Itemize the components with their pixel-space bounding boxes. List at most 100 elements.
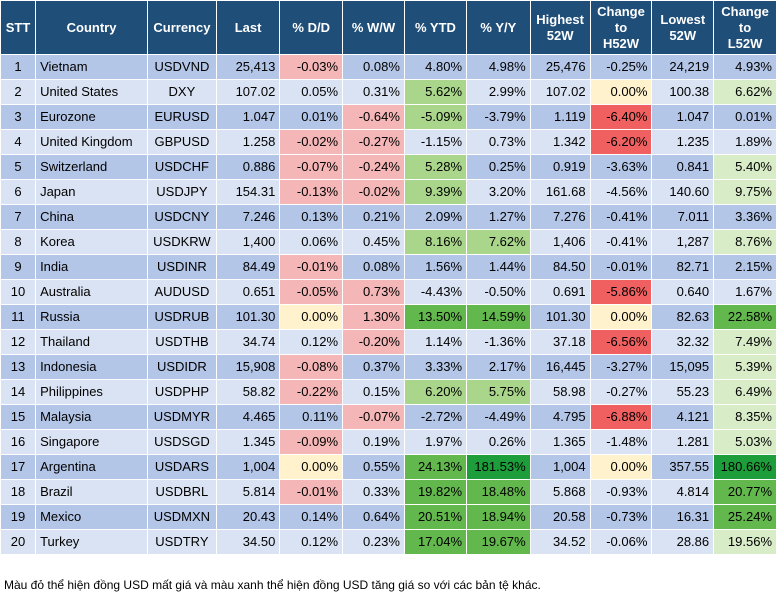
value-cell: 0.31% <box>343 80 404 104</box>
value-cell: 4.93% <box>714 55 776 79</box>
currency-cell: GBPUSD <box>148 130 216 154</box>
value-cell: -0.05% <box>280 280 343 304</box>
column-header-text: Last <box>234 19 262 35</box>
table-row: 13 Indonesia USDIDR 15,908 -0.08% 0.37% 3.33% 2… <box>1 355 776 379</box>
value-cell: -0.01% <box>280 480 343 504</box>
value-cell: 0.14% <box>280 505 343 529</box>
value-cell: 34.52 <box>530 530 590 554</box>
country-cell: Malaysia <box>36 405 148 429</box>
row-index-cell: 19 <box>1 505 36 529</box>
value-cell: 18.48% <box>467 480 530 504</box>
column-header: % D/D <box>280 1 343 54</box>
value-cell: 181.53% <box>467 455 530 479</box>
value-cell: -4.43% <box>404 280 467 304</box>
currency-cell: USDTHB <box>148 330 216 354</box>
value-cell: -0.50% <box>467 280 530 304</box>
value-cell: 82.71 <box>652 255 714 279</box>
value-cell: 9.75% <box>714 180 776 204</box>
value-cell: 0.640 <box>652 280 714 304</box>
value-cell: 55.23 <box>652 380 714 404</box>
value-cell: 18.94% <box>467 505 530 529</box>
column-header: STT <box>1 1 36 54</box>
value-cell: 37.18 <box>530 330 590 354</box>
value-cell: 58.98 <box>530 380 590 404</box>
value-cell: 0.05% <box>280 80 343 104</box>
country-cell: Mexico <box>36 505 148 529</box>
value-cell: -5.86% <box>590 280 652 304</box>
table-row: 16 Singapore USDSGD 1.345 -0.09% 0.19% 1.97% 0.… <box>1 430 776 454</box>
value-cell: -0.20% <box>343 330 404 354</box>
value-cell: -0.27% <box>343 130 404 154</box>
value-cell: 1.97% <box>404 430 467 454</box>
value-cell: 5.28% <box>404 155 467 179</box>
currency-cell: USDARS <box>148 455 216 479</box>
value-cell: 0.651 <box>216 280 280 304</box>
value-cell: -0.73% <box>590 505 652 529</box>
value-cell: 5.814 <box>216 480 280 504</box>
value-cell: 8.35% <box>714 405 776 429</box>
value-cell: 5.75% <box>467 380 530 404</box>
column-header: Change to H52W <box>590 1 652 54</box>
table-row: 4 United Kingdom GBPUSD 1.258 -0.02% -0.27% -1… <box>1 130 776 154</box>
value-cell: -6.88% <box>590 405 652 429</box>
currency-cell: USDMXN <box>148 505 216 529</box>
value-cell: 22.58% <box>714 305 776 329</box>
column-header-text: Lowest <box>660 11 706 27</box>
value-cell: 7.276 <box>530 205 590 229</box>
value-cell: 4.98% <box>467 55 530 79</box>
value-cell: 180.66% <box>714 455 776 479</box>
column-header-text: % YTD <box>415 19 456 35</box>
value-cell: -0.07% <box>280 155 343 179</box>
table-row: 18 Brazil USDBRL 5.814 -0.01% 0.33% 19.82% 18.4… <box>1 480 776 504</box>
currency-cell: DXY <box>148 80 216 104</box>
table-row: 6 Japan USDJPY 154.31 -0.13% -0.02% 9.39% 3.20%… <box>1 180 776 204</box>
value-cell: 6.62% <box>714 80 776 104</box>
table-row: 8 Korea USDKRW 1,400 0.06% 0.45% 8.16% 7.62% 1,4… <box>1 230 776 254</box>
column-header-text: to <box>614 19 628 35</box>
value-cell: 1.67% <box>714 280 776 304</box>
country-cell: Switzerland <box>36 155 148 179</box>
country-cell: Singapore <box>36 430 148 454</box>
column-header: Change to L52W <box>714 1 776 54</box>
value-cell: 19.82% <box>404 480 467 504</box>
value-cell: 0.21% <box>343 205 404 229</box>
row-index-cell: 5 <box>1 155 36 179</box>
value-cell: -5.09% <box>404 105 467 129</box>
value-cell: 0.08% <box>343 55 404 79</box>
value-cell: 4.465 <box>216 405 280 429</box>
country-cell: Eurozone <box>36 105 148 129</box>
value-cell: 0.00% <box>280 305 343 329</box>
value-cell: 7.49% <box>714 330 776 354</box>
column-header: Currency <box>148 1 216 54</box>
value-cell: 14.59% <box>467 305 530 329</box>
country-cell: Australia <box>36 280 148 304</box>
row-index-cell: 20 <box>1 530 36 554</box>
value-cell: -0.24% <box>343 155 404 179</box>
country-cell: Korea <box>36 230 148 254</box>
value-cell: 0.919 <box>530 155 590 179</box>
value-cell: 1.365 <box>530 430 590 454</box>
value-cell: 1.27% <box>467 205 530 229</box>
value-cell: -4.56% <box>590 180 652 204</box>
value-cell: 5.62% <box>404 80 467 104</box>
value-cell: 1,004 <box>530 455 590 479</box>
country-cell: Argentina <box>36 455 148 479</box>
table-row: 17 Argentina USDARS 1,004 0.00% 0.55% 24.13% 18… <box>1 455 776 479</box>
value-cell: 1.30% <box>343 305 404 329</box>
table-row: 12 Thailand USDTHB 34.74 0.12% -0.20% 1.14% -1.… <box>1 330 776 354</box>
value-cell: 101.30 <box>216 305 280 329</box>
value-cell: -1.48% <box>590 430 652 454</box>
value-cell: 1.345 <box>216 430 280 454</box>
value-cell: -6.56% <box>590 330 652 354</box>
row-index-cell: 12 <box>1 330 36 354</box>
value-cell: 0.55% <box>343 455 404 479</box>
country-cell: Brazil <box>36 480 148 504</box>
currency-cell: USDVND <box>148 55 216 79</box>
value-cell: 1.119 <box>530 105 590 129</box>
value-cell: 0.25% <box>467 155 530 179</box>
value-cell: 6.20% <box>404 380 467 404</box>
column-header-text: 52W <box>546 27 574 43</box>
column-header-text: 52W <box>669 27 697 43</box>
column-header: Country <box>36 1 148 54</box>
table-row: 19 Mexico USDMXN 20.43 0.14% 0.64% 20.51% 18.94… <box>1 505 776 529</box>
